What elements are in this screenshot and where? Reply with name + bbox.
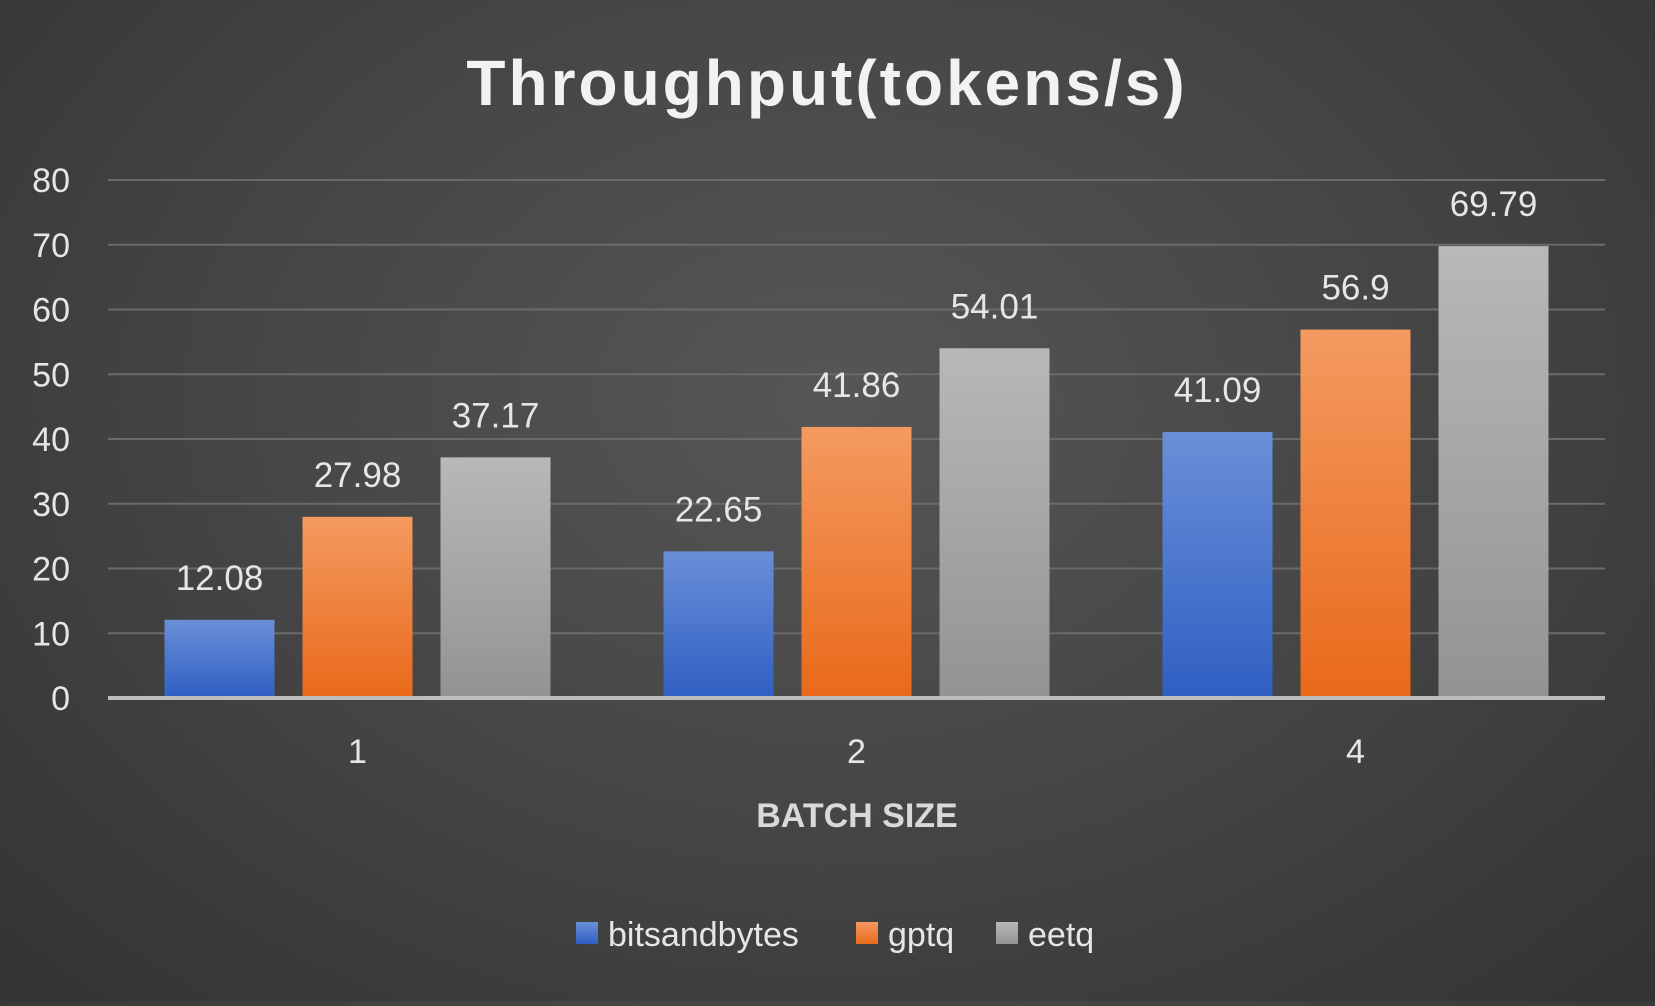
bar-bitsandbytes-1 xyxy=(164,619,275,698)
legend: bitsandbytes gptq eetq xyxy=(576,916,1094,954)
y-tick-label: 20 xyxy=(32,551,70,589)
data-label: 56.9 xyxy=(1321,269,1389,308)
bar-eetq-2 xyxy=(939,348,1050,698)
bar-eetq-4 xyxy=(1438,246,1549,699)
y-tick-label: 50 xyxy=(32,356,70,394)
y-axis-ticks: 0 10 20 30 40 50 60 70 80 xyxy=(32,162,70,718)
y-tick-label: 30 xyxy=(32,486,70,524)
data-label: 37.17 xyxy=(452,396,540,435)
data-label: 22.65 xyxy=(675,490,763,529)
data-label: 27.98 xyxy=(314,456,402,495)
bar-gptq-1 xyxy=(302,516,413,698)
data-label: 41.09 xyxy=(1174,371,1262,410)
y-tick-label: 80 xyxy=(32,162,70,200)
x-axis-label: BATCH SIZE xyxy=(756,797,957,835)
legend-swatch xyxy=(856,922,878,944)
y-tick-label: 70 xyxy=(32,227,70,265)
legend-swatch xyxy=(576,922,598,944)
legend-label: bitsandbytes xyxy=(608,916,799,954)
legend-label: gptq xyxy=(888,916,954,954)
bar-bitsandbytes-2 xyxy=(663,551,774,698)
legend-item-bitsandbytes: bitsandbytes xyxy=(576,916,799,954)
legend-label: eetq xyxy=(1028,916,1094,954)
data-labels: 12.08 27.98 37.17 22.65 41.86 54.01 41.09 56.9 6… xyxy=(176,185,1538,598)
legend-item-gptq: gptq xyxy=(856,916,954,954)
bars xyxy=(164,246,1549,699)
data-label: 69.79 xyxy=(1450,185,1538,224)
data-label: 12.08 xyxy=(176,559,264,598)
bar-gptq-2 xyxy=(801,426,912,698)
bar-gptq-4 xyxy=(1300,329,1411,698)
legend-swatch xyxy=(996,922,1018,944)
bar-eetq-1 xyxy=(440,457,551,698)
y-tick-label: 40 xyxy=(32,421,70,459)
data-label: 54.01 xyxy=(951,287,1039,326)
y-tick-label: 0 xyxy=(51,680,70,718)
legend-item-eetq: eetq xyxy=(996,916,1094,954)
y-tick-label: 10 xyxy=(32,615,70,653)
bar-bitsandbytes-4 xyxy=(1162,431,1273,698)
x-tick-label: 2 xyxy=(847,733,866,771)
x-tick-label: 1 xyxy=(348,733,367,771)
y-tick-label: 60 xyxy=(32,292,70,330)
x-axis-ticks: 1 2 4 xyxy=(348,733,1365,771)
data-label: 41.86 xyxy=(813,366,901,405)
chart-title: Throughput(tokens/s) xyxy=(466,47,1187,119)
x-tick-label: 4 xyxy=(1346,733,1365,771)
